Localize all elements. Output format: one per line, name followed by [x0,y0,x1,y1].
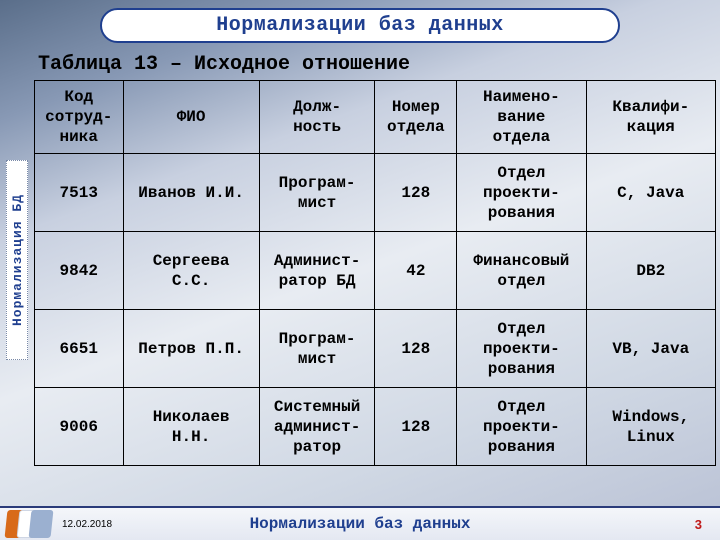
cell: 9842 [35,232,124,310]
page-number: 3 [695,517,702,532]
cell: 7513 [35,154,124,232]
footer-title: Нормализации баз данных [250,515,471,533]
cell: НиколаевН.Н. [123,388,259,466]
cell: Отделпроекти-рования [457,310,586,388]
cell: Програм-мист [259,154,375,232]
cell: VB, Java [586,310,715,388]
col-header: ФИО [123,81,259,154]
side-label: Нормализация БД [10,194,25,326]
data-table: Кодсотруд-ника ФИО Долж-ность Номеротдел… [34,80,716,466]
footer-date: 12.02.2018 [62,519,112,530]
cell: Системныйадминист-ратор [259,388,375,466]
title-box: Нормализации баз данных [100,8,620,43]
cell: 9006 [35,388,124,466]
cell: 42 [375,232,457,310]
table-wrap: Кодсотруд-ника ФИО Долж-ность Номеротдел… [34,80,716,506]
col-header: Номеротдела [375,81,457,154]
cell: Windows,Linux [586,388,715,466]
cell: Иванов И.И. [123,154,259,232]
cell: Отделпроекти-рования [457,154,586,232]
cell: 6651 [35,310,124,388]
table-row: 9842 СергееваС.С. Админист-ратор БД 42 Ф… [35,232,716,310]
cell: 128 [375,154,457,232]
cell: Админист-ратор БД [259,232,375,310]
cell: 128 [375,388,457,466]
slide: Нормализации баз данных Таблица 13 – Исх… [0,0,720,540]
cell: СергееваС.С. [123,232,259,310]
cell: Петров П.П. [123,310,259,388]
table-row: 7513 Иванов И.И. Програм-мист 128 Отделп… [35,154,716,232]
cell: Отделпроекти-рования [457,388,586,466]
cell: 128 [375,310,457,388]
cell: DB2 [586,232,715,310]
cell: Програм-мист [259,310,375,388]
side-label-box: Нормализация БД [6,160,28,360]
slide-title: Нормализации баз данных [216,14,504,37]
footer: 12.02.2018 Нормализации баз данных 3 [0,506,720,540]
cell: Финансовыйотдел [457,232,586,310]
subtitle: Таблица 13 – Исходное отношение [38,53,720,76]
cell: C, Java [586,154,715,232]
col-header: Долж-ность [259,81,375,154]
logo-icon [0,508,54,540]
col-header: Кодсотруд-ника [35,81,124,154]
col-header: Квалифи-кация [586,81,715,154]
table-row: 9006 НиколаевН.Н. Системныйадминист-рато… [35,388,716,466]
table-row: 6651 Петров П.П. Програм-мист 128 Отделп… [35,310,716,388]
table-header-row: Кодсотруд-ника ФИО Долж-ность Номеротдел… [35,81,716,154]
col-header: Наимено-ваниеотдела [457,81,586,154]
